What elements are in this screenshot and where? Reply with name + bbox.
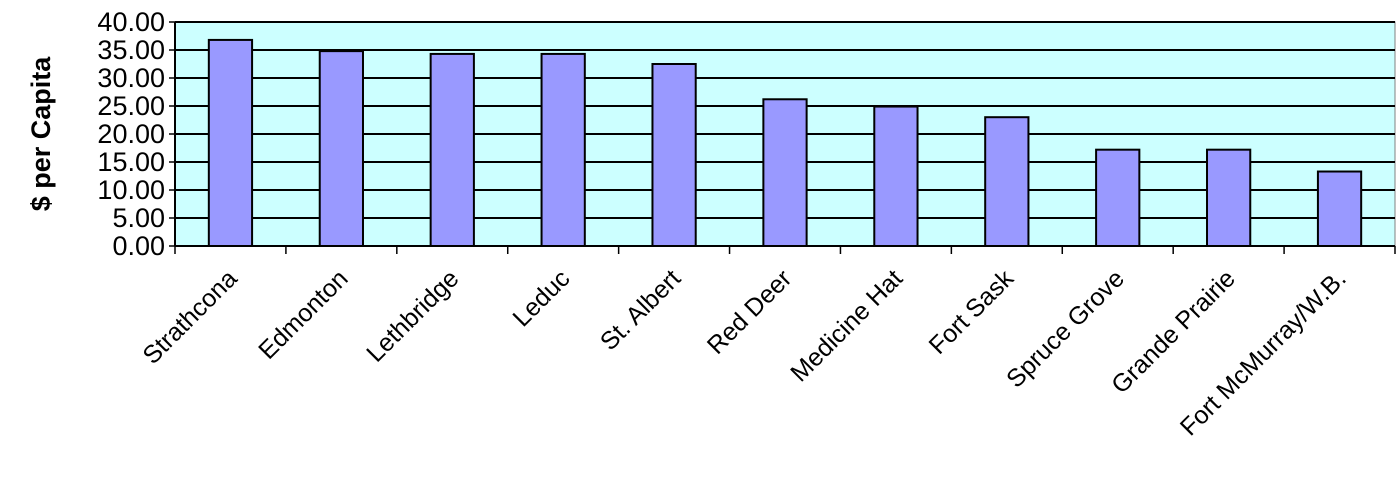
y-tick-label: 40.00 xyxy=(97,7,165,37)
y-tick-label: 35.00 xyxy=(97,35,165,65)
y-tick-label: 20.00 xyxy=(97,119,165,149)
y-axis-title: $ per Capita xyxy=(26,56,56,212)
y-tick-label: 25.00 xyxy=(97,91,165,121)
bar xyxy=(651,63,697,247)
axes xyxy=(169,21,1396,254)
x-category-label: Edmonton xyxy=(253,264,353,364)
y-tick-label: 30.00 xyxy=(97,63,165,93)
bar xyxy=(873,105,919,247)
x-category-label: Medicine Hat xyxy=(785,264,908,387)
x-category-label: Red Deer xyxy=(702,264,797,359)
bar xyxy=(984,116,1030,247)
bar xyxy=(762,98,808,247)
y-tick-label: 15.00 xyxy=(97,147,165,177)
x-category-label: Strathcona xyxy=(137,264,242,369)
x-category-labels: Strathcona Edmonton Lethbridge Leduc St. Alb… xyxy=(137,264,1351,441)
y-tick-label: 5.00 xyxy=(112,203,165,233)
bar xyxy=(1206,148,1252,247)
x-category-label: St. Albert xyxy=(595,264,687,356)
bar xyxy=(429,52,475,247)
y-tick-label: 0.00 xyxy=(112,231,165,261)
bar xyxy=(1316,170,1363,248)
bar xyxy=(318,50,364,248)
bar xyxy=(1095,148,1141,247)
x-category-label: Lethbridge xyxy=(361,264,464,367)
y-tick-labels: 0.005.0010.0015.0020.0025.0030.0035.0040… xyxy=(97,7,165,261)
x-category-label: Leduc xyxy=(507,264,575,332)
bar xyxy=(540,52,586,247)
x-category-label: Fort Sask xyxy=(924,264,1020,360)
bar xyxy=(207,38,254,247)
bars xyxy=(207,38,1363,248)
y-tick-label: 10.00 xyxy=(97,175,165,205)
